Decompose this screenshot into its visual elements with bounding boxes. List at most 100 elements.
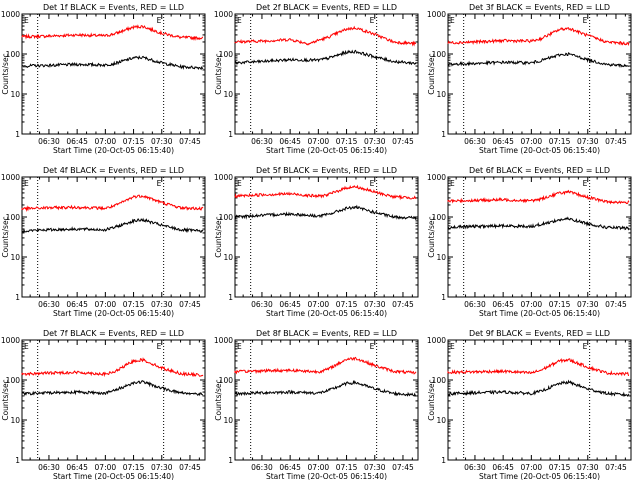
y-tick-label: 10 bbox=[10, 416, 20, 425]
panel-title: Det 2f BLACK = Events, RED = LLD bbox=[256, 3, 397, 12]
x-axis-label: Start Time (20-Oct-05 06:15:40) bbox=[266, 146, 387, 155]
y-tick-label: 10 bbox=[436, 90, 446, 99]
y-tick-label: 100 bbox=[6, 50, 21, 59]
x-tick-label: 07:30 bbox=[151, 300, 173, 309]
detector-panel: Det 6f BLACK = Events, RED = LLD 1 10 100 10… bbox=[427, 166, 632, 318]
y-tick-label: 1 bbox=[228, 293, 233, 302]
y-tick-label: 1000 bbox=[214, 10, 233, 19]
plot-frame bbox=[21, 339, 206, 461]
marker-label-start: E bbox=[237, 16, 242, 25]
x-tick-label: 07:00 bbox=[95, 463, 117, 472]
x-tick-label: 06:45 bbox=[279, 137, 301, 146]
y-tick-label: 1 bbox=[441, 456, 446, 465]
series-line bbox=[447, 27, 630, 46]
x-axis-label: Start Time (20-Oct-05 06:15:40) bbox=[266, 309, 387, 318]
x-tick-label: 07:30 bbox=[151, 463, 173, 472]
x-tick-label: 07:15 bbox=[336, 463, 358, 472]
x-tick-label: 07:00 bbox=[308, 137, 330, 146]
marker-label-end: E bbox=[370, 16, 375, 25]
marker-label-end: E bbox=[583, 179, 588, 188]
plot-frame bbox=[234, 339, 419, 461]
x-tick-label: 06:30 bbox=[38, 463, 60, 472]
x-tick-label: 07:15 bbox=[336, 137, 358, 146]
y-axis-label: Counts/sec bbox=[214, 379, 223, 420]
x-tick-label: 07:45 bbox=[392, 463, 414, 472]
x-tick-label: 07:00 bbox=[308, 463, 330, 472]
y-tick-label: 10 bbox=[10, 253, 20, 262]
x-axis-label: Start Time (20-Oct-05 06:15:40) bbox=[266, 472, 387, 480]
y-tick-label: 10 bbox=[223, 416, 233, 425]
x-tick-label: 07:00 bbox=[521, 463, 543, 472]
y-tick-label: 10 bbox=[436, 416, 446, 425]
marker-label-start: E bbox=[24, 342, 29, 351]
y-tick-label: 100 bbox=[6, 213, 21, 222]
y-tick-label: 10 bbox=[436, 253, 446, 262]
y-axis-label: Counts/sec bbox=[214, 216, 223, 257]
marker-label-end: E bbox=[157, 16, 162, 25]
y-tick-label: 100 bbox=[219, 376, 234, 385]
marker-label-start: E bbox=[237, 179, 242, 188]
panel-title: Det 8f BLACK = Events, RED = LLD bbox=[256, 329, 397, 338]
series-line bbox=[447, 216, 630, 231]
y-tick-label: 1000 bbox=[214, 336, 233, 345]
x-axis-label: Start Time (20-Oct-05 06:15:40) bbox=[479, 309, 600, 318]
series-line bbox=[234, 204, 417, 221]
y-axis-label: Counts/sec bbox=[1, 216, 10, 257]
x-tick-label: 06:30 bbox=[464, 463, 486, 472]
x-tick-label: 06:30 bbox=[38, 300, 60, 309]
y-tick-label: 10 bbox=[223, 253, 233, 262]
x-tick-label: 07:30 bbox=[577, 463, 599, 472]
detector-panel: Det 5f BLACK = Events, RED = LLD 1 10 100 10… bbox=[214, 166, 419, 318]
plot-frame bbox=[447, 13, 632, 135]
panel-title: Det 9f BLACK = Events, RED = LLD bbox=[469, 329, 610, 338]
x-tick-label: 07:00 bbox=[521, 137, 543, 146]
x-tick-label: 07:45 bbox=[605, 137, 627, 146]
x-tick-label: 06:45 bbox=[279, 463, 301, 472]
detector-panel: Det 7f BLACK = Events, RED = LLD 1 10 100 10… bbox=[1, 329, 206, 480]
panel-title: Det 6f BLACK = Events, RED = LLD bbox=[469, 166, 610, 175]
x-axis-label: Start Time (20-Oct-05 06:15:40) bbox=[479, 472, 600, 480]
panel-title: Det 4f BLACK = Events, RED = LLD bbox=[43, 166, 184, 175]
x-tick-label: 07:15 bbox=[123, 463, 145, 472]
detector-panel: Det 8f BLACK = Events, RED = LLD 1 10 100 10… bbox=[214, 329, 419, 480]
x-axis-label: Start Time (20-Oct-05 06:15:40) bbox=[479, 146, 600, 155]
detector-panel: Det 9f BLACK = Events, RED = LLD 1 10 100 10… bbox=[427, 329, 632, 480]
x-tick-label: 07:15 bbox=[549, 463, 571, 472]
x-tick-label: 07:45 bbox=[179, 463, 201, 472]
x-tick-label: 07:45 bbox=[605, 300, 627, 309]
y-tick-label: 1 bbox=[15, 456, 20, 465]
series-line bbox=[21, 24, 203, 42]
plot-frame bbox=[447, 176, 632, 298]
x-tick-label: 06:30 bbox=[251, 300, 273, 309]
plot-frame bbox=[234, 13, 419, 135]
series-line bbox=[234, 25, 417, 47]
x-tick-label: 06:30 bbox=[464, 300, 486, 309]
y-tick-label: 1 bbox=[15, 293, 20, 302]
series-line bbox=[234, 49, 417, 66]
y-tick-label: 1 bbox=[228, 456, 233, 465]
marker-label-start: E bbox=[237, 342, 242, 351]
y-axis-label: Counts/sec bbox=[427, 216, 436, 257]
series-line bbox=[21, 357, 204, 378]
x-tick-label: 06:45 bbox=[492, 300, 514, 309]
series-line bbox=[21, 55, 204, 71]
y-axis-label: Counts/sec bbox=[1, 53, 10, 94]
x-tick-label: 06:45 bbox=[492, 463, 514, 472]
panel-title: Det 1f BLACK = Events, RED = LLD bbox=[43, 3, 184, 12]
x-tick-label: 07:30 bbox=[364, 137, 386, 146]
x-tick-label: 06:45 bbox=[66, 300, 88, 309]
x-tick-label: 06:30 bbox=[251, 463, 273, 472]
detector-panel: Det 1f BLACK = Events, RED = LLD 1 10 100 10… bbox=[1, 3, 206, 155]
series-line bbox=[234, 184, 417, 201]
x-tick-label: 07:00 bbox=[521, 300, 543, 309]
y-tick-label: 1000 bbox=[427, 173, 446, 182]
x-tick-label: 06:45 bbox=[279, 300, 301, 309]
y-tick-label: 1000 bbox=[1, 10, 20, 19]
marker-label-end: E bbox=[157, 342, 162, 351]
x-tick-label: 07:00 bbox=[308, 300, 330, 309]
y-tick-label: 1000 bbox=[1, 173, 20, 182]
x-tick-label: 07:30 bbox=[364, 300, 386, 309]
x-tick-label: 06:45 bbox=[66, 463, 88, 472]
x-tick-label: 07:30 bbox=[577, 300, 599, 309]
